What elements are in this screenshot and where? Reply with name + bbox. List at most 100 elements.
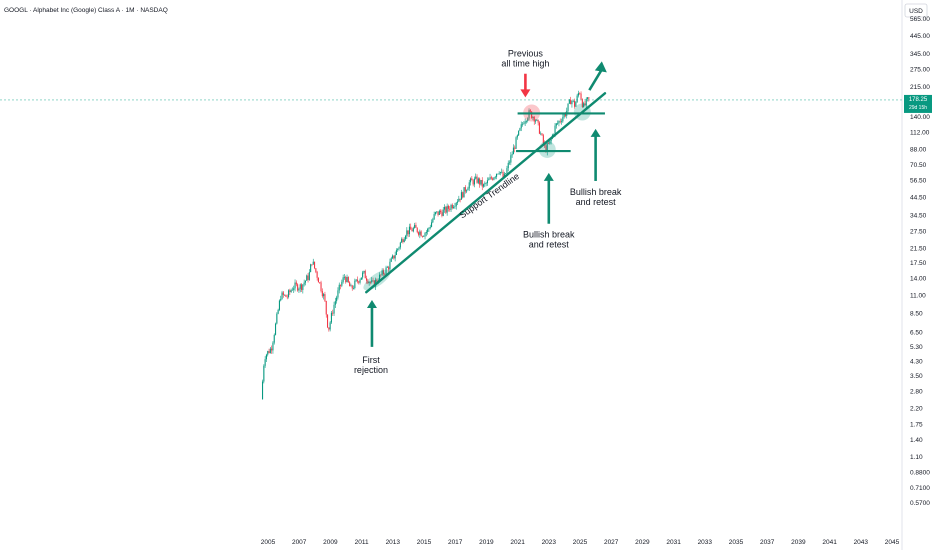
bullish-break-arrow-2 xyxy=(590,128,601,181)
candle-body xyxy=(364,270,366,279)
candle-body xyxy=(533,116,535,122)
x-tick-label: 2041 xyxy=(822,539,837,546)
candle-body xyxy=(557,123,559,124)
candle-body xyxy=(583,103,585,107)
candle-body xyxy=(294,282,296,289)
annotation-text: Bullish break xyxy=(523,230,575,240)
support-trendline[interactable] xyxy=(365,92,607,294)
candle-body xyxy=(576,95,578,103)
candle-body xyxy=(472,180,474,185)
candle-body xyxy=(537,119,539,123)
y-tick-label: 27.50 xyxy=(910,228,927,235)
y-tick-label: 345.00 xyxy=(910,51,930,58)
candle-body xyxy=(328,327,330,330)
candle-body xyxy=(463,187,465,198)
candle-body xyxy=(421,236,423,237)
candle-body xyxy=(315,268,317,272)
candle-body xyxy=(271,348,273,351)
candle-body xyxy=(417,232,420,235)
candle-body xyxy=(440,210,442,213)
candle-body xyxy=(406,230,408,236)
candle-body xyxy=(476,176,478,183)
arrow-head xyxy=(590,128,601,137)
candle-body xyxy=(402,239,404,243)
candle-body xyxy=(584,103,586,106)
candle-body xyxy=(378,274,381,282)
candle-body xyxy=(337,290,339,298)
x-tick-label: 2043 xyxy=(854,539,869,546)
candle-body xyxy=(307,275,309,280)
candle-body xyxy=(560,121,563,122)
candle-body xyxy=(410,226,412,230)
annotation-label-trendline: Support Trendline xyxy=(458,171,522,220)
candle-body xyxy=(481,179,483,187)
y-tick-label: 6.50 xyxy=(910,329,923,336)
candle-body xyxy=(473,178,475,185)
candle-body xyxy=(385,267,387,275)
candle-body xyxy=(469,178,472,183)
y-axis-ticks: 565.00 445.00 345.00 275.00 215.00 140.00 112.… xyxy=(910,16,930,507)
x-tick-label: 2019 xyxy=(479,539,494,546)
y-tick-label: 0.5700 xyxy=(910,500,930,507)
candle-body xyxy=(523,123,525,125)
annotation-text: Previous xyxy=(508,49,544,59)
candle-body xyxy=(489,177,491,180)
candle-body xyxy=(342,277,344,282)
candle-body xyxy=(550,138,552,142)
candle-body xyxy=(577,93,579,96)
candle-body xyxy=(351,285,353,289)
candle-body xyxy=(408,226,410,235)
candles xyxy=(261,90,590,400)
candle-body xyxy=(333,304,335,314)
y-tick-label: 5.30 xyxy=(910,344,923,351)
candle-body xyxy=(323,294,325,297)
candle-body xyxy=(432,219,434,223)
arrow-head xyxy=(520,89,531,98)
candle-body xyxy=(281,292,283,299)
candle-body xyxy=(506,168,508,174)
candle-body xyxy=(514,147,516,149)
candle-body xyxy=(311,264,313,265)
x-tick-label: 2037 xyxy=(760,539,775,546)
candle-body xyxy=(488,179,490,181)
x-tick-label: 2007 xyxy=(292,539,307,546)
x-tick-label: 2015 xyxy=(417,539,432,546)
candle-body xyxy=(261,381,264,400)
x-tick-label: 2039 xyxy=(791,539,806,546)
candle-body xyxy=(306,275,308,281)
candle-body xyxy=(536,119,538,121)
candle-body xyxy=(388,267,390,270)
candle-body xyxy=(269,348,271,354)
candle-body xyxy=(485,183,487,184)
candle-body xyxy=(563,113,565,118)
currency-badge[interactable]: USD xyxy=(904,3,928,18)
candle-body xyxy=(297,284,299,291)
symbol-title[interactable]: GOOGL · Alphabet Inc (Google) Class A · … xyxy=(4,7,168,14)
candle-body xyxy=(386,267,388,268)
candle-body xyxy=(265,354,267,360)
candle-body xyxy=(389,261,391,270)
candle-body xyxy=(398,247,400,249)
candle-body xyxy=(373,280,375,287)
y-tick-label: 21.50 xyxy=(910,246,927,253)
candle-body xyxy=(492,178,494,180)
candle-body xyxy=(365,278,368,281)
candle-body xyxy=(497,173,499,175)
y-tick-label: 88.00 xyxy=(910,147,927,154)
candle-body xyxy=(349,282,351,287)
candle-body xyxy=(575,102,577,107)
candle-body xyxy=(451,204,453,209)
candle-body xyxy=(407,230,409,235)
y-tick-label: 445.00 xyxy=(910,33,930,40)
annotation-text: rejection xyxy=(354,365,388,375)
candle-body xyxy=(347,276,349,283)
candle-body xyxy=(520,124,522,129)
candle-body xyxy=(302,284,304,290)
y-tick-label: 2.20 xyxy=(910,405,923,412)
candle-body xyxy=(468,182,470,189)
candle-body xyxy=(425,231,427,234)
x-tick-label: 2025 xyxy=(573,539,588,546)
candle-body xyxy=(354,280,356,289)
candle-body xyxy=(273,334,275,343)
